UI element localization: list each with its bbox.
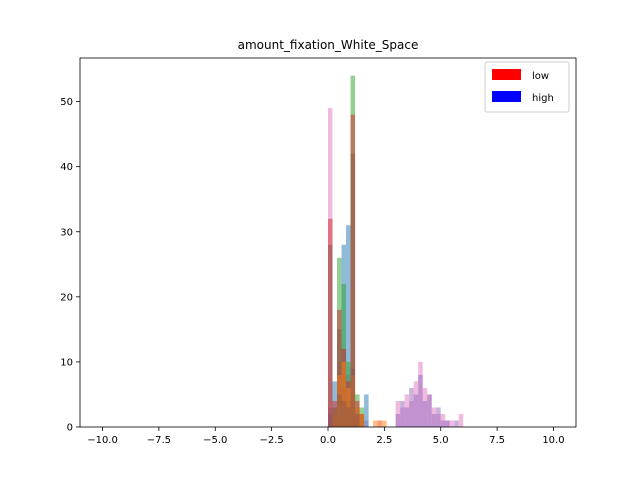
legend-label: high bbox=[532, 93, 554, 104]
histogram-bar bbox=[337, 394, 342, 427]
x-tick-label: −7.5 bbox=[147, 435, 171, 446]
chart-title: amount_fixation_White_Space bbox=[238, 38, 419, 52]
x-tick-label: −2.5 bbox=[259, 435, 283, 446]
histogram-bar bbox=[413, 394, 419, 427]
histogram-bar bbox=[449, 420, 455, 427]
histogram-bar bbox=[346, 387, 351, 427]
x-tick-label: −5.0 bbox=[203, 435, 227, 446]
x-tick-label: 2.5 bbox=[376, 435, 392, 446]
histogram-bar bbox=[377, 420, 383, 427]
histogram-bar bbox=[350, 153, 356, 428]
axes-layer: −10.0 −7.5 −5.0 −2.5 0.0 2.5 5.0 7.5 10.0 0 10 20 30… bbox=[60, 57, 577, 446]
histogram-bar bbox=[418, 374, 423, 427]
histogram-bar bbox=[346, 407, 351, 427]
y-tick-label: 50 bbox=[60, 97, 73, 108]
legend-label: low bbox=[532, 71, 549, 82]
y-tick-label: 10 bbox=[60, 357, 73, 368]
y-tick-label: 30 bbox=[60, 227, 73, 238]
histogram-bar bbox=[341, 361, 347, 427]
histogram-bar bbox=[332, 413, 338, 427]
histogram-bar bbox=[431, 413, 437, 427]
y-tick-label: 40 bbox=[60, 162, 73, 173]
y-tick-label: 0 bbox=[67, 423, 73, 434]
histogram-bar bbox=[359, 413, 365, 427]
legend-swatch bbox=[492, 69, 521, 80]
histogram-bar bbox=[364, 394, 369, 427]
histogram-bar bbox=[440, 420, 446, 427]
histogram-bar bbox=[404, 407, 410, 427]
histogram-bar bbox=[337, 309, 342, 427]
histogram-bar bbox=[373, 420, 378, 427]
legend-swatch bbox=[492, 91, 521, 102]
x-tick-label: 5.0 bbox=[433, 435, 449, 446]
histogram-bar bbox=[409, 387, 414, 427]
histogram-bar bbox=[436, 407, 441, 427]
x-tick-label: −10.0 bbox=[87, 435, 118, 446]
histogram-bar bbox=[346, 225, 351, 427]
histogram-bar bbox=[427, 394, 432, 427]
histogram-bar bbox=[341, 400, 347, 427]
y-tick-label: 20 bbox=[60, 292, 73, 303]
histogram-bar bbox=[355, 413, 360, 427]
histogram-bar bbox=[395, 413, 401, 427]
histogram-bar bbox=[458, 413, 464, 427]
histogram-bar bbox=[445, 420, 450, 427]
x-tick-label: 7.5 bbox=[489, 435, 505, 446]
legend: low high bbox=[484, 61, 570, 113]
histogram-bar bbox=[422, 400, 428, 427]
bars-layer bbox=[328, 75, 464, 428]
histogram-bar bbox=[400, 400, 405, 427]
histogram-bar bbox=[454, 420, 459, 427]
x-tick-label: 10.0 bbox=[542, 435, 564, 446]
histogram-bar bbox=[328, 244, 333, 427]
histogram-bar bbox=[382, 420, 387, 427]
x-tick-label: 0.0 bbox=[320, 435, 336, 446]
